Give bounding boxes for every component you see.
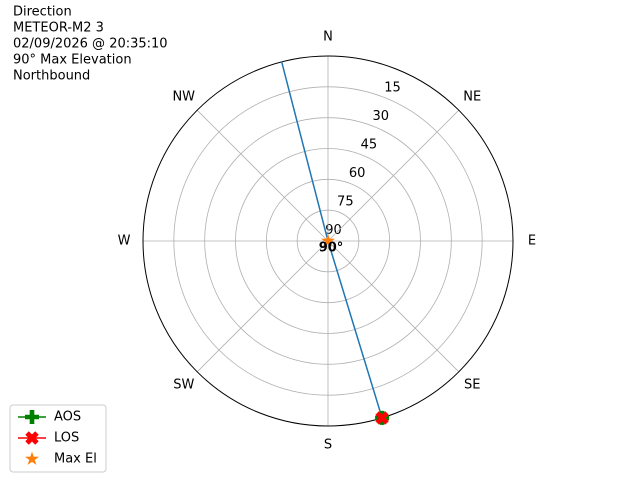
legend-marker bbox=[25, 410, 39, 424]
title-line: 02/09/2026 @ 20:35:10 bbox=[13, 37, 168, 52]
legend-marker bbox=[25, 431, 39, 445]
grid-spoke bbox=[196, 240, 329, 373]
r-tick-label: 45 bbox=[361, 137, 378, 152]
direction-label: NE bbox=[463, 89, 481, 104]
r-tick-label: 30 bbox=[372, 109, 389, 124]
grid-spoke bbox=[196, 109, 329, 242]
marker-x bbox=[375, 411, 389, 425]
direction-label: SE bbox=[464, 378, 480, 393]
grid-spoke bbox=[327, 109, 460, 242]
legend-label: LOS bbox=[54, 431, 79, 446]
r-tick-label: 60 bbox=[349, 166, 366, 181]
r-tick-label: 75 bbox=[337, 194, 354, 209]
grid-spoke bbox=[327, 240, 460, 373]
r-tick-label: 15 bbox=[384, 80, 401, 95]
r-tick-label: 90 bbox=[325, 223, 342, 238]
legend-marker bbox=[25, 451, 39, 465]
direction-label: SW bbox=[173, 378, 194, 393]
direction-label: S bbox=[324, 438, 332, 453]
legend-label: Max El bbox=[54, 452, 97, 467]
title-line: 90° Max Elevation bbox=[13, 53, 132, 68]
max-el-annotation: 90° bbox=[319, 241, 344, 256]
direction-label: E bbox=[528, 234, 536, 249]
legend-label: AOS bbox=[54, 410, 81, 425]
direction-label: W bbox=[118, 234, 131, 249]
title-line: METEOR-M2 3 bbox=[13, 21, 104, 36]
marker-star bbox=[321, 233, 335, 247]
direction-label: N bbox=[323, 30, 333, 45]
title-line: Northbound bbox=[13, 69, 90, 84]
direction-label: NW bbox=[172, 89, 195, 104]
title-line: Direction bbox=[13, 5, 72, 20]
polar-frame bbox=[142, 55, 514, 427]
